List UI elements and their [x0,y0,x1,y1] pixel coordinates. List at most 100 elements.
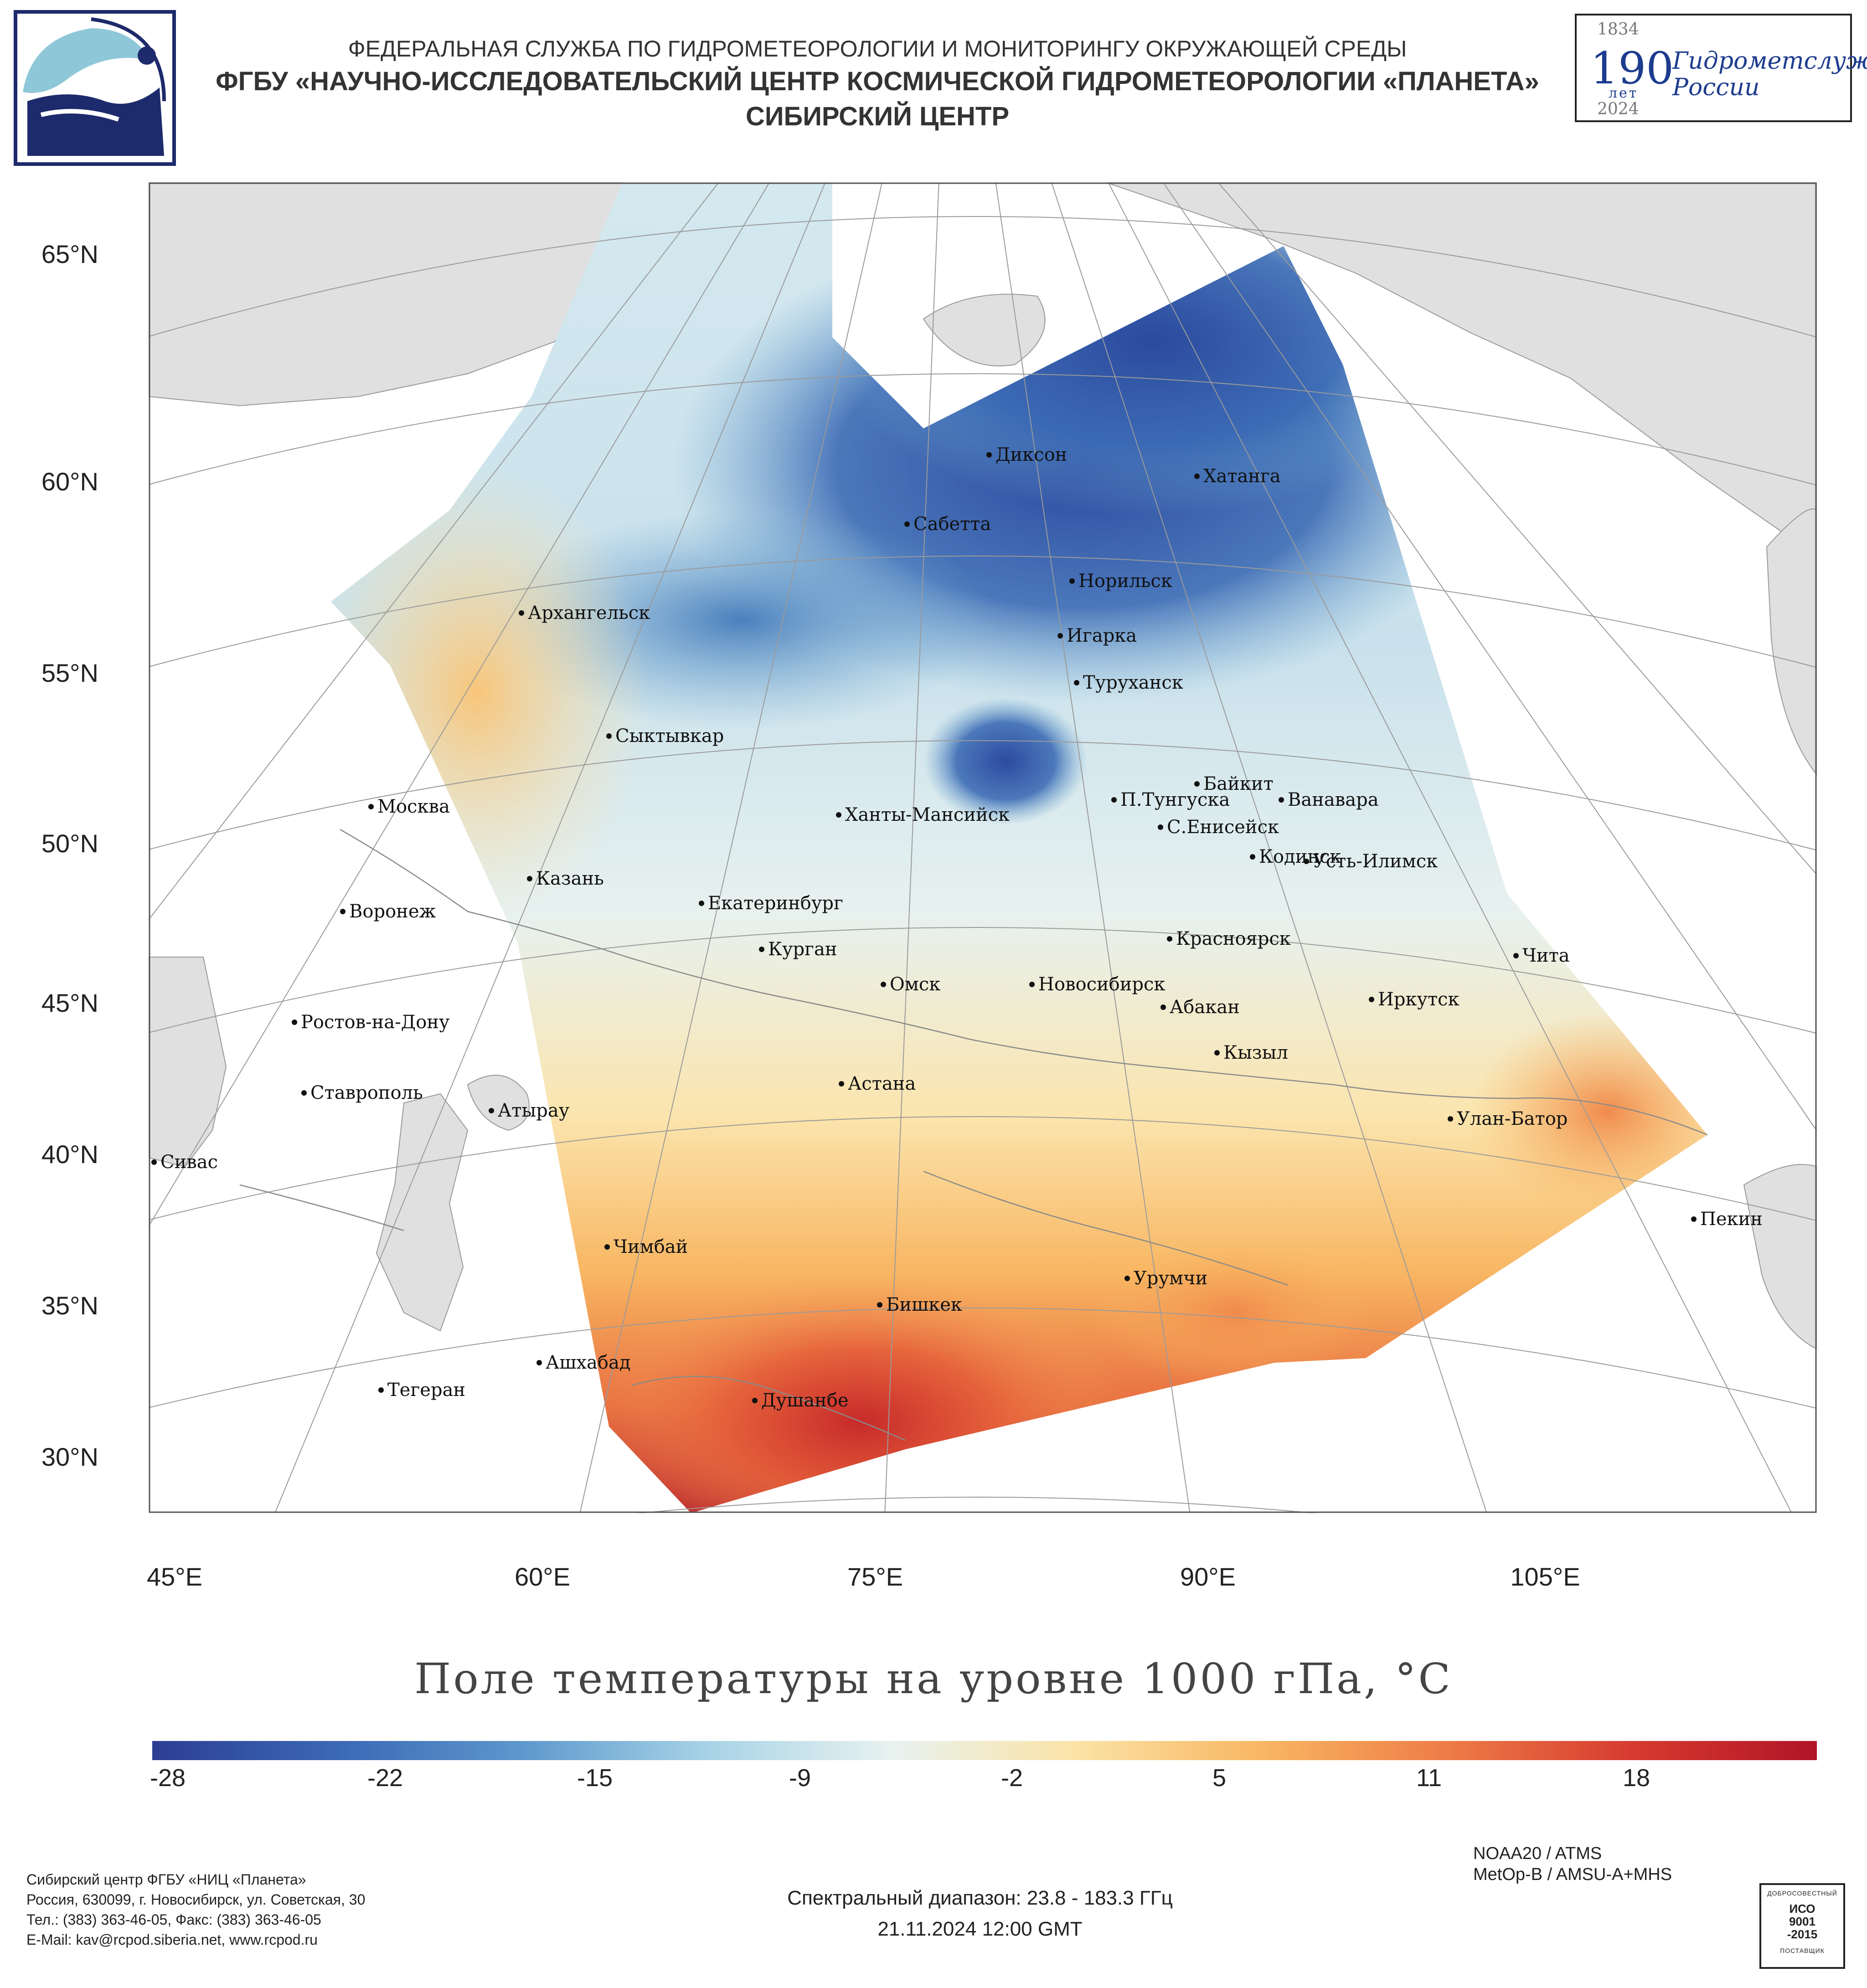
city-label: Тегеран [387,1380,465,1401]
footer-address: Сибирский центр ФГБУ «НИЦ «Планета» Росс… [26,1870,365,1950]
lat-label-60: 60°N [41,467,98,496]
city-label: Душанбе [761,1390,849,1411]
colorbar-tick: 18 [1622,1764,1650,1792]
header-institute: ФГБУ «НАУЧНО-ИССЛЕДОВАТЕЛЬСКИЙ ЦЕНТР КОС… [216,67,1539,96]
city-label: Хатанга [1203,466,1281,487]
city-label: Улан-Батор [1457,1108,1568,1129]
city-label: Диксон [995,444,1067,465]
city-label: Ставрополь [310,1082,423,1103]
city-label: Сивас [160,1152,218,1173]
footer-address-line: Сибирский центр ФГБУ «НИЦ «Планета» [26,1871,306,1888]
colorbar [152,1741,1817,1760]
observation-datetime: 21.11.2024 12:00 GMT [877,1918,1083,1940]
city-label: Норильск [1078,571,1172,592]
city-marker [536,1360,542,1365]
iso-certificate-badge: ДОБРОСОВЕСТНЫЙ ИСО 9001 -2015 ПОСТАВЩИК [1759,1883,1845,1969]
temperature-map: Диксон Хатанга Сабетта Норильск Архангельск И… [149,182,1817,1513]
city-marker [1691,1216,1697,1222]
city-label: Воронеж [349,901,436,922]
colorbar-tick: -9 [789,1764,811,1792]
iso-text: ИСО [1789,1902,1815,1916]
city-label: Иркутск [1378,989,1460,1010]
colorbar-tick: -15 [577,1764,613,1792]
city-marker [1069,578,1075,584]
city-label: Екатеринбург [708,893,843,914]
badge-year-end: 2024 [1597,100,1639,118]
city-label: Сабетта [913,514,991,535]
city-label: Усть-Илимск [1313,851,1438,872]
city-marker [604,1244,610,1250]
city-marker [1160,1004,1166,1010]
colorbar-tick: -28 [150,1764,186,1792]
planeta-logo [14,10,176,166]
city-label: Архангельск [528,603,650,623]
badge-years: 190 [1590,43,1674,94]
city-label: Ростов-на-Дону [301,1012,450,1033]
badge-text-1: Гидрометслужбе [1672,47,1867,75]
colorbar-tick: -2 [1001,1764,1023,1792]
city-label: Омск [890,974,940,995]
lon-label-45: 45°E [146,1562,203,1591]
city-marker [759,947,764,952]
lat-label-55: 55°N [41,659,98,687]
lon-label-90: 90°E [1180,1562,1236,1591]
city-marker [904,521,910,527]
city-marker [877,1302,882,1308]
city-marker [527,876,532,881]
city-marker [292,1020,297,1025]
city-marker [1029,982,1035,987]
city-marker [1158,824,1163,830]
map-title: Поле температуры на уровне 1000 гПа, °С [414,1654,1453,1703]
city-label: П.Тунгуска [1120,789,1230,810]
city-marker [1513,953,1519,958]
lat-label-65: 65°N [41,240,98,268]
spectral-range: Спектральный диапазон: 23.8 - 183.3 ГГц [787,1887,1173,1909]
iso-text: 9001 [1789,1915,1815,1928]
city-marker [839,1081,844,1087]
city-label: Бишкек [886,1294,962,1315]
lat-label-40: 40°N [41,1140,98,1169]
city-marker [301,1090,307,1096]
city-marker [606,733,612,739]
city-label: Новосибирск [1038,974,1165,995]
city-marker [1194,474,1200,479]
city-label: Сыктывкар [615,726,724,747]
footer-address-line: Тел.: (383) 363-46-05, Факс: (383) 363-4… [26,1911,321,1928]
city-label: Туруханск [1083,672,1183,693]
lon-label-60: 60°E [514,1562,571,1591]
city-marker [1074,680,1079,685]
city-marker [1448,1116,1453,1122]
instrument-2: MetOp-B / AMSU-A+MHS [1473,1865,1672,1884]
city-label: Атырау [498,1100,570,1121]
city-label: Курган [768,939,837,960]
city-marker [378,1387,384,1393]
footer-email[interactable]: E-Mail: kav@rcpod.siberia.net, www.rcpod… [26,1931,318,1948]
city-marker [1111,797,1117,803]
anniversary-badge: 1834 190 лет 2024 Гидрометслужбе России [1575,14,1867,122]
city-label: Ванавара [1288,789,1379,810]
badge-year-start: 1834 [1597,20,1639,39]
city-label: Байкит [1203,773,1274,794]
city-label: Красноярск [1176,928,1291,949]
city-marker [881,982,886,987]
city-label: Москва [377,796,450,817]
footer-address-line: Россия, 630099, г. Новосибирск, ул. Сове… [26,1891,366,1908]
city-marker [1194,781,1200,787]
header-agency: ФЕДЕРАЛЬНАЯ СЛУЖБА ПО ГИДРОМЕТЕОРОЛОГИИ … [348,36,1407,62]
city-marker [1214,1050,1220,1056]
city-label: Пекин [1700,1209,1763,1230]
badge-years-word: лет [1609,85,1639,101]
instrument-1: NOAA20 / ATMS [1473,1844,1602,1863]
city-marker [368,804,374,809]
city-label: Астана [848,1073,916,1094]
header-center: СИБИРСКИЙ ЦЕНТР [745,102,1010,131]
city-marker [1250,854,1255,860]
lon-label-105: 105°E [1510,1562,1580,1591]
lon-label-75: 75°E [847,1562,903,1591]
graticule [149,182,1817,1513]
city-marker [1304,859,1309,864]
city-marker [836,812,841,818]
city-marker [1167,936,1172,942]
lat-label-50: 50°N [41,829,98,858]
city-label: Игарка [1067,625,1137,646]
